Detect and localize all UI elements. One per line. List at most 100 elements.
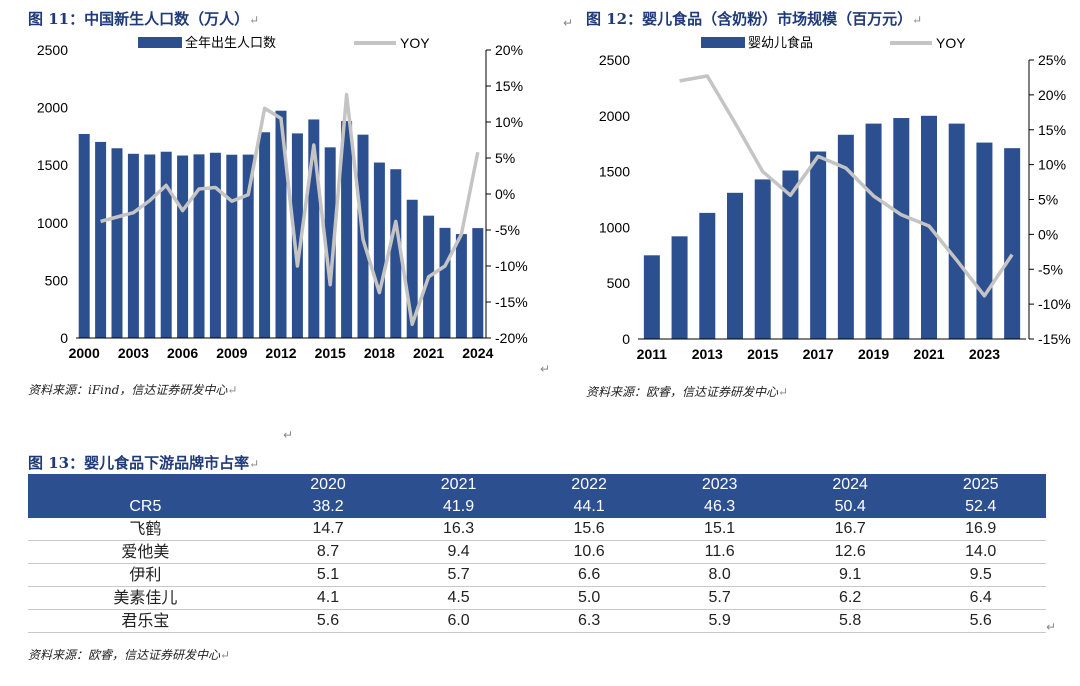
y-left-tick-label: 0 [622,331,630,347]
table-brand-name: 飞鹤 [28,518,263,541]
table-row: 君乐宝 5.6 6.0 6.3 5.9 5.8 5.6 [28,609,1046,633]
fig13-title: 图 13：婴儿食品下游品牌市占率↵ [28,454,260,472]
table-cell-value: 16.3 [393,518,524,541]
bar [324,147,336,338]
bar [754,179,771,339]
table-cell-value: 6.4 [915,586,1046,610]
x-tick-label: 2023 [969,346,1000,362]
legend-line-label: YOY [936,35,966,51]
y-right-tick-label: -10% [1038,296,1071,312]
bar [308,119,320,338]
table-cell-value: 12.6 [784,540,916,564]
table-cell-value: 5.6 [915,609,1046,633]
table-cell-value: 4.5 [393,586,524,610]
table-cr5-value: 41.9 [393,496,524,518]
table-cr5-value: 52.4 [915,496,1046,518]
legend-bar-label: 婴幼儿食品 [748,35,813,50]
y-left-tick-label: 500 [45,272,69,288]
y-left-tick-label: 1000 [599,219,630,235]
table-cell-value: 6.2 [784,586,916,610]
bar [259,132,271,338]
table-row: 伊利 5.1 5.7 6.6 8.0 9.1 9.5 [28,563,1046,587]
table-cell-value: 14.7 [262,518,394,541]
x-tick-label: 2021 [913,346,944,362]
table-cell-value: 5.0 [523,586,655,610]
bar [160,151,172,338]
y-left-tick-label: 2000 [37,100,68,116]
y-left-tick-label: 2500 [37,42,68,58]
bar [837,134,854,339]
bar [1004,148,1021,339]
y-right-tick-label: -15% [495,294,528,310]
table-year-header: 2024 [784,474,916,496]
yoy-line [100,92,480,327]
return-mark: ↵ [1046,620,1057,634]
bar [810,151,827,339]
y-right-tick-label: -5% [495,222,520,238]
table-cr5-value: 44.1 [523,496,655,518]
table-cell-value: 4.1 [262,586,394,610]
table-cell-value: 5.1 [262,563,394,587]
bar [406,199,418,338]
x-tick-label: 2003 [118,345,149,361]
y-left-tick-label: 2500 [599,52,630,68]
bar [699,212,716,339]
table-cell-value: 9.1 [784,563,916,587]
bar [111,148,123,338]
x-tick-label: 2019 [858,346,889,362]
table-row: 爱他美 8.7 9.4 10.6 11.6 12.6 14.0 [28,540,1046,564]
bar [291,133,303,338]
table-cell-value: 8.7 [262,540,394,564]
fig11-chart: 0 500 1000 1500 2000 2500 -20% -15% -10% -5% 0% 5% 1… [37,35,528,361]
bar [671,236,688,339]
x-tick-label: 2015 [315,345,346,361]
fig13-source: 资料来源：欧睿，信达证券研发中心↵ [28,648,231,662]
table-cr5-value: 50.4 [784,496,916,518]
market-share-table: 2020 2021 2022 2023 2024 2025 CR5 38.2 41.9 44.1 4… [28,474,1046,633]
legend-bar-swatch [138,37,182,48]
table-cell-value: 6.3 [523,609,655,633]
table-brand-name: 美素佳儿 [28,586,263,610]
bar [643,255,660,339]
table-cell-value: 5.7 [654,586,785,610]
y-right-tick-label: 20% [1038,87,1066,103]
table-cell-value: 8.0 [654,563,785,587]
table-cr5-row: CR5 38.2 41.9 44.1 46.3 50.4 52.4 [28,496,1046,518]
y-left-tick-label: 2000 [599,108,630,124]
legend-bar-swatch [701,37,745,48]
bar [373,162,385,338]
table-cell-value: 5.9 [654,609,785,633]
y-right-tick-label: 5% [495,150,515,166]
bar [727,192,743,339]
yoy-line [679,74,1014,298]
y-right-tick-label: -10% [495,258,528,274]
y-right-tick-label: 20% [495,42,523,58]
bar [390,169,402,338]
return-mark: ↵ [563,16,574,30]
bar [127,153,139,338]
table-cell-value: 15.6 [523,518,655,541]
bar [177,155,189,338]
y-right-tick-label: 15% [1038,122,1066,138]
table-brand-name: 伊利 [28,563,263,587]
fig12-title: 图 12：婴儿食品（含奶粉）市场规模（百万元）↵ [586,10,923,28]
x-tick-label: 2021 [413,345,444,361]
bar [439,227,451,338]
y-left-tick-label: 0 [60,330,68,346]
return-mark: ↵ [283,428,294,442]
y-right-tick-label: 15% [495,78,523,94]
bar [341,121,353,338]
y-left-tick-label: 1500 [37,157,68,173]
table-year-header: 2025 [915,474,1046,496]
bar [976,142,993,339]
return-mark: ↵ [540,362,551,376]
table-cell-value: 5.6 [262,609,394,633]
legend-line-label: YOY [400,35,430,51]
x-tick-label: 2009 [216,345,247,361]
table-cell-value: 9.4 [393,540,524,564]
bar [193,154,205,338]
y-left-tick-label: 500 [607,275,631,291]
y-right-tick-label: 25% [1038,52,1066,68]
table-cell-value: 16.7 [784,518,916,541]
x-tick-label: 2000 [69,345,100,361]
